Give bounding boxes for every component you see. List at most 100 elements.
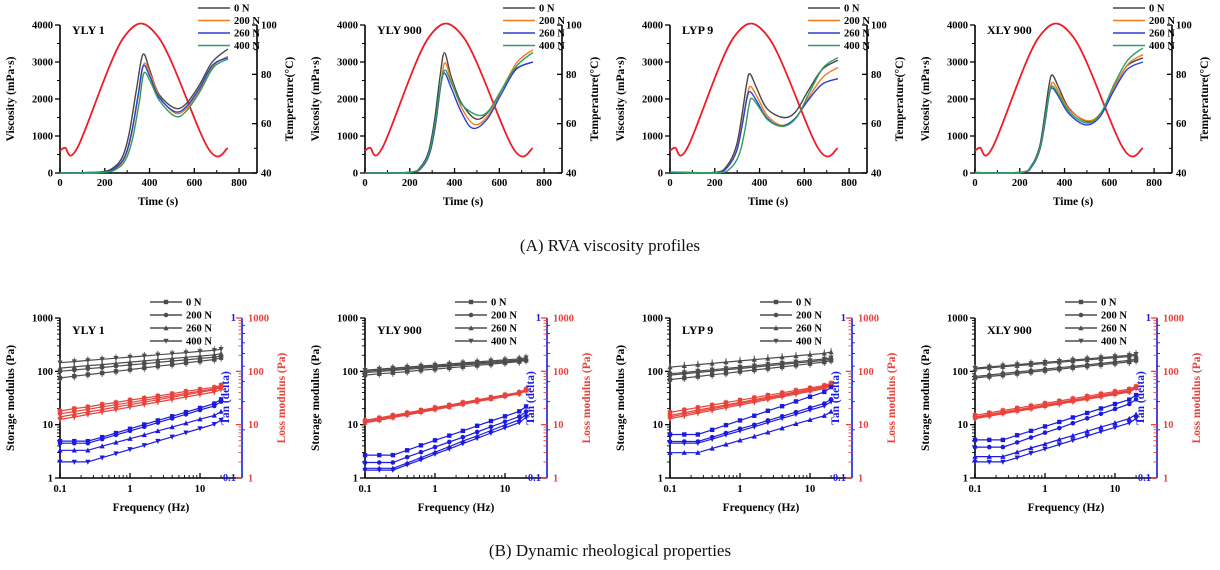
triangle-up-marker	[1112, 420, 1118, 426]
triangle-down-marker	[765, 362, 771, 368]
viscosity-line-260N	[364, 61, 534, 174]
viscosity-line-400N	[364, 51, 534, 174]
legend-label: 400 N	[234, 41, 260, 52]
triangle-up-marker	[211, 352, 217, 358]
square-marker	[404, 448, 410, 453]
y-left-axis-label: Viscosity (mPa·s)	[615, 56, 627, 141]
triangle-down-marker	[418, 363, 424, 369]
circle-marker	[502, 419, 508, 424]
triangle-up-marker	[737, 358, 743, 364]
triangle-down-marker	[502, 425, 508, 431]
circle-marker	[1014, 369, 1020, 375]
x-axis-label: Time (s)	[443, 196, 484, 208]
triangle-down-marker	[779, 360, 785, 366]
triangle-down-marker	[376, 418, 382, 424]
triangle-down-marker	[1126, 353, 1132, 359]
viscosity-line-400N	[974, 47, 1144, 174]
triangle-down-marker	[523, 355, 529, 361]
triangle-down-marker	[695, 368, 701, 374]
legend-label: 0 N	[796, 298, 812, 309]
temperature-profile-line	[364, 22, 534, 158]
axis-tick-label: 600	[491, 178, 507, 189]
triangle-down-marker	[1133, 351, 1139, 357]
triangle-up-marker	[1078, 325, 1084, 331]
axis-tick-label: 600	[796, 178, 812, 189]
circle-marker	[169, 416, 175, 421]
triangle-up-marker	[807, 351, 813, 357]
triangle-down-marker	[71, 459, 77, 465]
loss-tick-label: 1	[248, 474, 253, 485]
circle-marker	[197, 407, 203, 413]
circle-marker	[1133, 397, 1139, 402]
axis-tick-label: 3000	[32, 58, 53, 69]
triangle-down-marker	[99, 455, 105, 461]
triangle-down-marker	[169, 434, 175, 440]
triangle-up-marker	[85, 447, 91, 453]
triangle-down-marker	[681, 370, 687, 376]
axis-tick-label: 1000	[337, 314, 358, 325]
triangle-down-marker	[828, 399, 834, 405]
triangle-up-marker	[85, 362, 91, 368]
triangle-down-marker	[474, 436, 480, 442]
square-marker	[682, 432, 687, 437]
triangle-down-marker	[57, 459, 63, 465]
square-marker	[72, 374, 77, 379]
triangle-down-marker	[667, 441, 673, 447]
triangle-down-marker	[362, 368, 368, 374]
axis-tick-label: 800	[536, 178, 552, 189]
triangle-down-marker	[667, 371, 673, 377]
loss-tick-label: 1000	[1163, 314, 1184, 325]
circle-marker	[362, 460, 368, 465]
triangle-down-marker	[751, 424, 757, 430]
triangle-down-marker	[1112, 425, 1118, 431]
triangle-down-marker	[432, 362, 438, 368]
triangle-down-marker	[460, 402, 466, 408]
axes: 0 1000 2000 3000 4000 0 200 400 600 800 40 60 80 100	[337, 21, 582, 190]
triangle-down-marker	[828, 355, 834, 361]
circle-marker	[488, 424, 494, 430]
axis-tick-label: 100	[261, 21, 277, 32]
circle-marker	[516, 414, 522, 419]
triangle-down-marker	[113, 356, 119, 362]
axis-tick-label: 100	[37, 367, 53, 378]
circle-marker	[155, 420, 161, 425]
square-marker	[793, 399, 799, 404]
circle-marker	[460, 434, 466, 440]
legend-label: 0 N	[234, 4, 250, 15]
triangle-down-marker	[446, 361, 452, 367]
triangle-down-marker	[197, 392, 203, 398]
triangle-up-marker	[183, 420, 189, 426]
triangle-down-marker	[681, 441, 687, 447]
y-right-axis-label: Temperature(°C)	[1199, 57, 1211, 142]
axis-tick-label: 200	[1012, 178, 1028, 189]
legend-label: 200 N	[796, 311, 822, 322]
triangle-down-marker	[821, 403, 827, 409]
axis-tick-label: 2000	[947, 95, 968, 106]
axis-tick-label: 100	[647, 367, 663, 378]
loss-tick-label: 1	[858, 474, 863, 485]
circle-marker	[85, 440, 91, 446]
square-marker	[517, 409, 522, 414]
circle-marker	[986, 372, 992, 378]
square-marker	[682, 375, 687, 381]
panel-title: YLY 900	[377, 23, 422, 37]
circle-marker	[1056, 365, 1062, 370]
triangle-down-marker	[376, 366, 382, 372]
triangle-down-marker	[516, 356, 522, 362]
square-marker	[99, 370, 105, 376]
axis-tick-label: 1	[963, 474, 968, 485]
triangle-up-marker	[667, 364, 673, 370]
y-left-axis-label: Viscosity (mPa·s)	[310, 56, 322, 141]
loss-tick-label: 100	[1163, 367, 1179, 378]
triangle-down-marker	[71, 359, 77, 365]
circle-marker	[1084, 416, 1090, 421]
triangle-up-marker	[828, 408, 834, 414]
legend-label: 0 N	[1101, 298, 1117, 309]
triangle-down-marker	[197, 426, 203, 432]
triangle-down-marker	[779, 394, 785, 400]
